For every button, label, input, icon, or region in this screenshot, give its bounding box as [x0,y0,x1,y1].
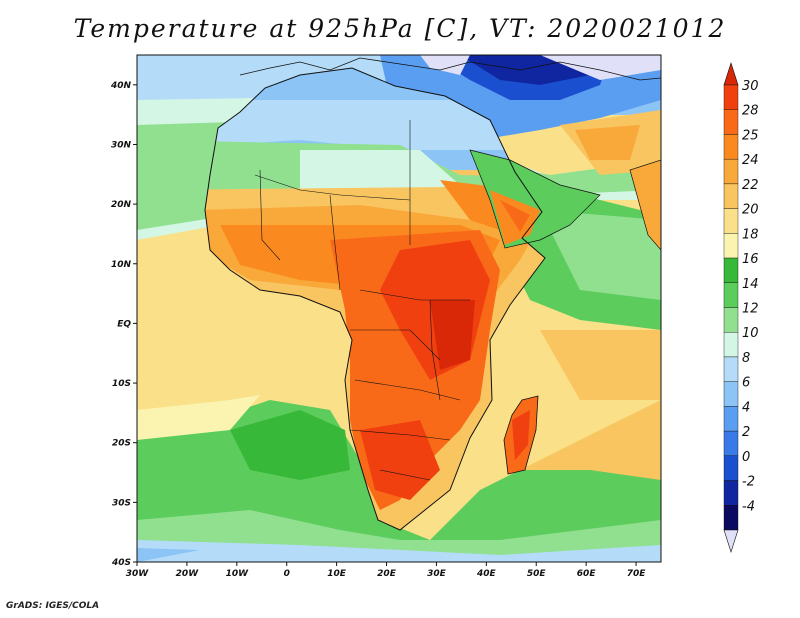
x-tick-label: 50E [527,569,547,579]
x-tick-label: 0 [284,569,290,579]
colorbar-swatch [723,381,739,407]
colorbar-swatch [723,183,739,209]
colorbar-label: 14 [742,277,759,292]
colorbar-swatch [723,282,739,308]
x-tick-label: 10W [226,569,250,579]
x-tick-label: 30E [427,569,447,579]
x-tick-label: 10E [327,569,347,579]
colorbar-label: -4 [742,499,755,514]
x-tick-label: 40E [476,569,497,579]
x-tick-label: 70E [627,569,647,579]
colorbar-swatch [723,406,739,432]
y-tick-label: 10N [111,260,132,270]
colorbar-label: 16 [742,252,759,267]
map-title: Temperature at 925hPa [C], VT: 202002101… [73,14,727,43]
colorbar-label: 20 [742,203,759,218]
x-tick-label: 20W [176,569,200,579]
map-frame [136,54,662,563]
colorbar-label: 0 [742,450,750,465]
y-axis: 40N 30N 20N 10N EQ 10S 20S 30S 40S [110,81,137,568]
colorbar-swatch [723,257,739,283]
colorbar-swatch [723,455,739,481]
y-tick-label: 20S [112,439,131,449]
y-tick-label: 30S [112,498,131,508]
africa-coastline [204,67,546,531]
colorbar-label: 28 [742,104,759,119]
grads-credit: GrADS: IGES/COLA [6,601,100,611]
colorbar-label: 6 [742,376,750,391]
y-tick-label: 40S [111,558,131,568]
colorbar-label: 4 [742,400,750,415]
x-tick-label: 20E [377,569,397,579]
country-borders [254,120,470,481]
colorbar-swatch [723,307,739,333]
colorbar-label: 2 [742,425,750,440]
y-tick-label: EQ [117,319,131,329]
x-tick-label: 60E [577,569,597,579]
temperature-field [137,55,661,562]
colorbar-label: 24 [742,153,759,168]
colorbar-swatch [723,430,739,457]
colorbar-swatch [723,158,739,185]
colorbar-swatch [723,505,739,531]
colorbar-label: 8 [742,351,750,366]
colorbar-swatch [723,84,739,110]
y-tick-label: 10S [112,379,131,389]
colorbar-swatch [723,134,739,160]
colorbar-top-arrow [723,62,739,86]
colorbar-label: 25 [742,128,759,143]
colorbar-label: 30 [742,79,759,94]
x-tick-label: 30W [126,569,150,579]
x-axis: 30W 20W 10W 0 10E 20E 30E 40E 50E 60E 70E [126,562,646,579]
y-tick-label: 30N [111,140,132,150]
y-tick-label: 20N [111,200,132,210]
colorbar-bottom-arrow [723,529,739,553]
colorbar-swatch [723,356,739,382]
y-tick-label: 40N [110,81,132,91]
colorbar-swatch [723,332,739,358]
europe-coastline [239,57,661,81]
colorbar-swatch [723,480,739,506]
colorbar-swatch [723,233,739,259]
colorbar-label: -2 [742,475,755,490]
colorbar-label: 22 [742,178,759,193]
colorbar-swatch [723,208,739,234]
colorbar-label: 12 [742,302,759,317]
colorbar-swatch [723,109,739,135]
india [629,159,661,251]
colorbar-label: 10 [742,326,759,341]
colorbar-label: 18 [742,227,759,242]
